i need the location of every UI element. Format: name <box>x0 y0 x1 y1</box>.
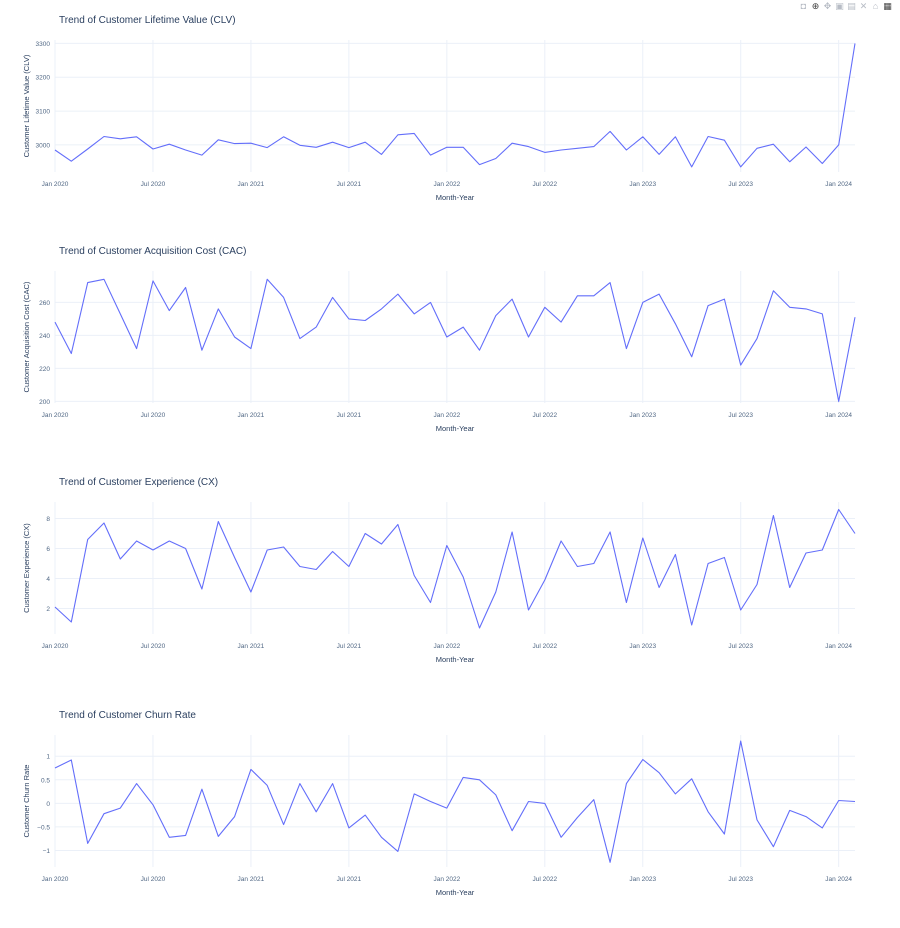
zoom-out-icon[interactable]: ▤ <box>847 0 856 11</box>
x-tick-label: Jan 2024 <box>825 181 852 188</box>
chart-title: Trend of Customer Experience (CX) <box>59 477 218 488</box>
x-tick-label: Jul 2021 <box>337 181 362 188</box>
reset-axes-icon[interactable]: ⌂ <box>872 0 879 11</box>
y-tick-label: 2 <box>46 606 50 613</box>
x-tick-label: Jan 2022 <box>433 412 460 419</box>
chart-title: Trend of Customer Lifetime Value (CLV) <box>59 15 236 26</box>
autoscale-icon[interactable]: ✕ <box>859 0 868 11</box>
y-tick-label: 4 <box>46 576 50 583</box>
x-tick-label: Jan 2021 <box>238 643 265 650</box>
x-tick-label: Jul 2020 <box>141 412 166 419</box>
y-tick-label: 3100 <box>36 109 51 116</box>
plotly-logo-icon[interactable]: ▦ <box>883 0 892 11</box>
y-axis-title: Customer Acquisition Cost (CAC) <box>22 281 31 392</box>
x-tick-label: Jul 2023 <box>728 643 753 650</box>
x-tick-label: Jan 2023 <box>629 181 656 188</box>
y-axis-title: Customer Experience (CX) <box>22 523 31 613</box>
x-tick-label: Jan 2024 <box>825 412 852 419</box>
y-tick-label: 3000 <box>36 142 51 149</box>
zoom-icon[interactable]: ⊕ <box>811 0 820 11</box>
y-tick-label: −1 <box>43 848 51 855</box>
x-tick-label: Jul 2021 <box>337 876 362 883</box>
x-tick-label: Jan 2020 <box>42 876 69 883</box>
x-tick-label: Jul 2023 <box>728 876 753 883</box>
x-tick-label: Jan 2020 <box>42 181 69 188</box>
plot-toolbar: ◘ ⊕ ✥ ▣ ▤ ✕ ⌂ ▦ <box>799 0 892 12</box>
x-tick-label: Jul 2020 <box>141 643 166 650</box>
x-tick-label: Jul 2022 <box>533 412 558 419</box>
y-axis-title: Customer Lifetime Value (CLV) <box>22 54 31 157</box>
x-tick-label: Jan 2024 <box>825 876 852 883</box>
y-tick-label: 1 <box>46 754 50 761</box>
x-tick-label: Jul 2020 <box>141 181 166 188</box>
zoom-in-icon[interactable]: ▣ <box>835 0 844 11</box>
x-tick-label: Jan 2020 <box>42 412 69 419</box>
x-tick-label: Jul 2021 <box>337 412 362 419</box>
y-tick-label: 3300 <box>36 41 51 48</box>
x-tick-label: Jul 2021 <box>337 643 362 650</box>
y-tick-label: 240 <box>39 333 50 340</box>
series-line[interactable] <box>54 508 856 629</box>
x-tick-label: Jan 2020 <box>42 643 69 650</box>
x-axis-title: Month-Year <box>436 888 475 897</box>
x-tick-label: Jan 2022 <box>433 876 460 883</box>
chart-title: Trend of Customer Churn Rate <box>59 710 196 721</box>
x-tick-label: Jan 2022 <box>433 643 460 650</box>
x-tick-label: Jul 2022 <box>533 643 558 650</box>
x-tick-label: Jan 2021 <box>238 181 265 188</box>
camera-icon[interactable]: ◘ <box>800 0 807 11</box>
y-tick-label: 220 <box>39 366 50 373</box>
y-tick-label: 260 <box>39 300 50 307</box>
y-tick-label: −0.5 <box>37 824 50 831</box>
x-tick-label: Jan 2023 <box>629 643 656 650</box>
x-tick-label: Jul 2022 <box>533 181 558 188</box>
x-tick-label: Jan 2022 <box>433 181 460 188</box>
x-tick-label: Jan 2023 <box>629 876 656 883</box>
y-tick-label: 0 <box>46 801 50 808</box>
y-tick-label: 200 <box>39 399 50 406</box>
pan-icon[interactable]: ✥ <box>823 0 832 11</box>
y-tick-label: 8 <box>46 516 50 523</box>
x-axis-title: Month-Year <box>436 193 475 202</box>
x-tick-label: Jan 2023 <box>629 412 656 419</box>
y-tick-label: 0.5 <box>41 777 50 784</box>
x-axis-title: Month-Year <box>436 655 475 664</box>
x-tick-label: Jul 2022 <box>533 876 558 883</box>
x-tick-label: Jul 2020 <box>141 876 166 883</box>
chart-title: Trend of Customer Acquisition Cost (CAC) <box>59 246 246 257</box>
y-axis-title: Customer Churn Rate <box>22 765 31 838</box>
x-tick-label: Jan 2021 <box>238 876 265 883</box>
x-axis-title: Month-Year <box>436 424 475 433</box>
x-tick-label: Jan 2024 <box>825 643 852 650</box>
series-line[interactable] <box>54 740 856 863</box>
x-tick-label: Jul 2023 <box>728 181 753 188</box>
series-line[interactable] <box>54 43 856 168</box>
x-tick-label: Jul 2023 <box>728 412 753 419</box>
series-line[interactable] <box>54 278 856 402</box>
x-tick-label: Jan 2021 <box>238 412 265 419</box>
y-tick-label: 6 <box>46 546 50 553</box>
y-tick-label: 3200 <box>36 75 51 82</box>
